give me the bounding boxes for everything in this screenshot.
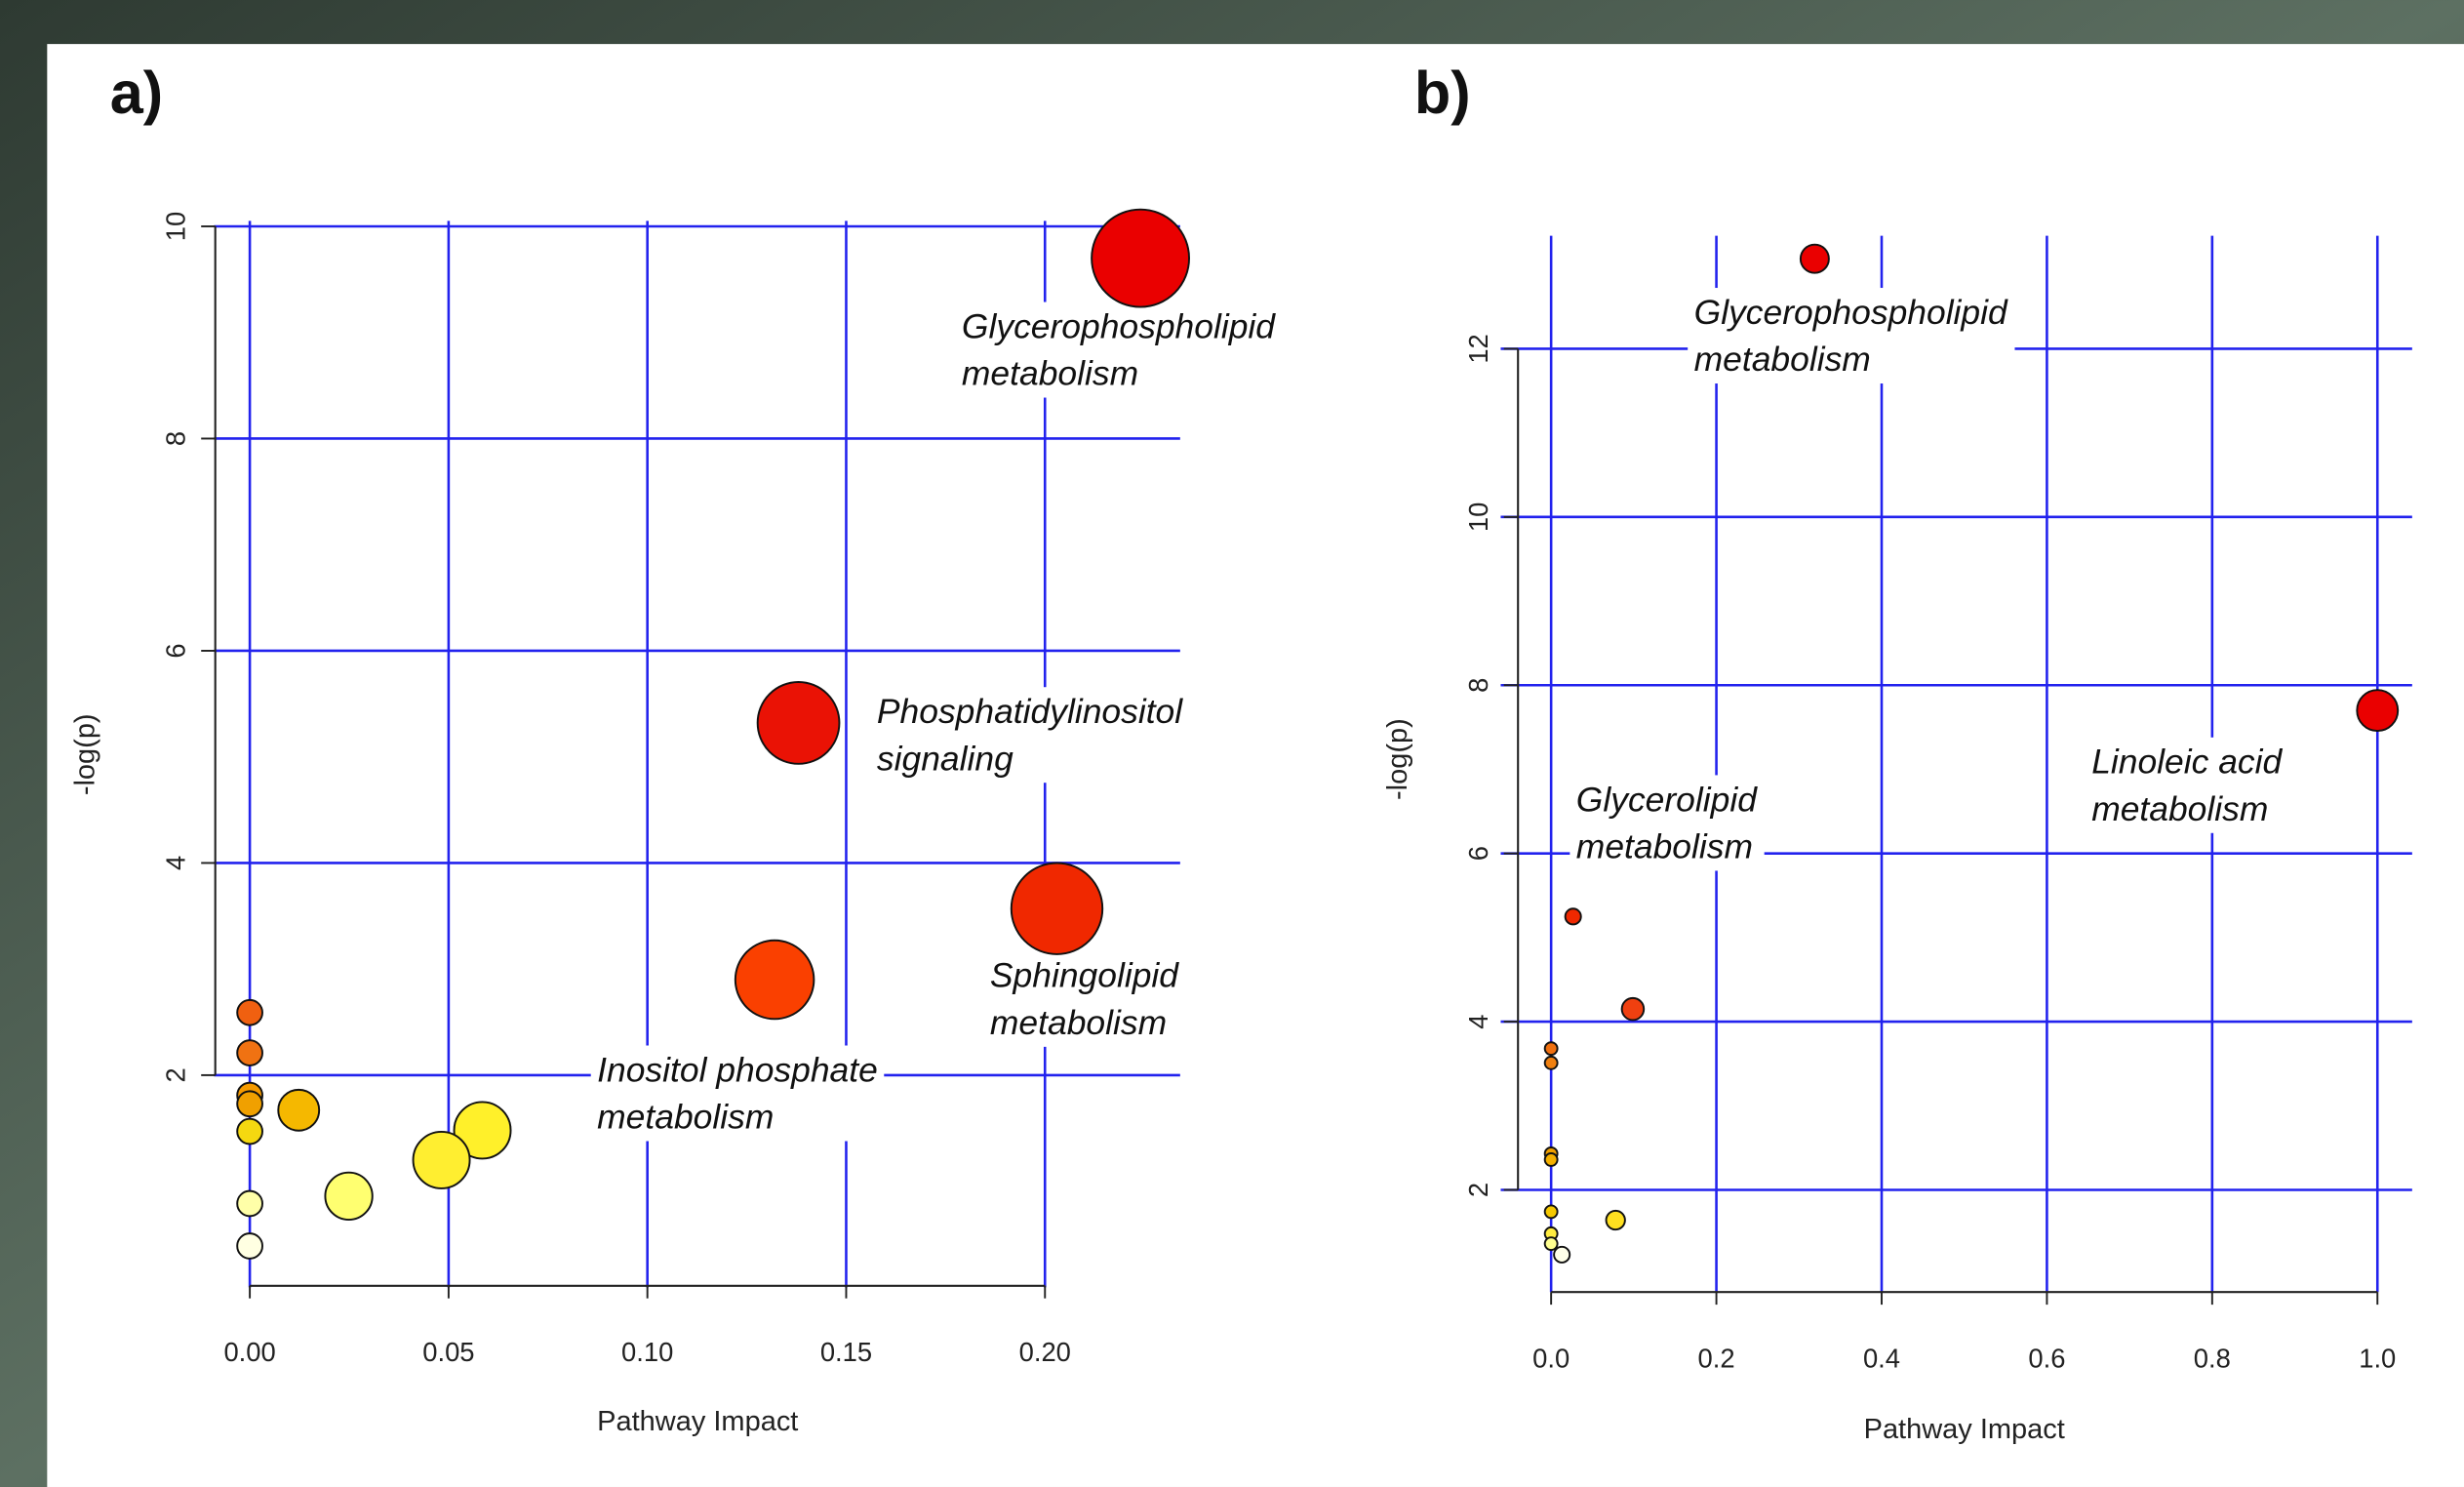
annotation: Phosphatidylinositol xyxy=(877,692,1183,731)
annotation: Linoleic acid xyxy=(2091,743,2283,782)
bubble xyxy=(734,939,815,1021)
y-tick-label: 8 xyxy=(1463,678,1493,693)
annotation: metabolism xyxy=(597,1098,774,1137)
annotation: Inositol phosphate xyxy=(597,1050,878,1089)
annotation-background xyxy=(2085,737,2289,833)
annotation: signaling xyxy=(877,739,1013,778)
x-tick-label: 0.20 xyxy=(1019,1337,1071,1367)
x-tick-label: 0.8 xyxy=(2194,1344,2231,1374)
y-tick-label: 10 xyxy=(160,212,190,241)
bubble xyxy=(756,681,841,765)
annotation: metabolism xyxy=(1694,340,1871,379)
y-tick-label: 2 xyxy=(1463,1183,1493,1197)
annotation-background xyxy=(1570,775,1765,871)
x-tick-label: 0.6 xyxy=(2028,1344,2065,1374)
y-tick-label: 2 xyxy=(160,1067,190,1082)
panel-background xyxy=(47,44,2464,1487)
bubble xyxy=(324,1171,374,1222)
x-tick-label: 0.2 xyxy=(1698,1344,1735,1374)
bubble xyxy=(1543,1041,1559,1057)
x-tick-label: 0.4 xyxy=(1863,1344,1900,1374)
bubble xyxy=(1620,996,1646,1022)
bubble xyxy=(236,1039,263,1066)
bubble xyxy=(236,1117,263,1145)
bubble xyxy=(1605,1209,1626,1231)
bubble xyxy=(2356,689,2400,733)
x-tick-label: 0.00 xyxy=(223,1337,275,1367)
y-tick-label: 12 xyxy=(1463,334,1493,363)
annotation: metabolism xyxy=(2091,789,2268,828)
panel-label: a) xyxy=(110,60,163,126)
bubble xyxy=(1564,907,1582,926)
x-tick-label: 0.0 xyxy=(1532,1344,1570,1374)
y-axis-title: -log(p) xyxy=(70,713,101,795)
plot: b) Pathway Impact -log(p) 0.0 0.2 0.4 0.6 0.8 1.… xyxy=(1382,60,2412,1445)
bubble xyxy=(236,998,263,1026)
bubble xyxy=(236,1090,263,1118)
annotation: metabolism xyxy=(962,354,1138,393)
annotation: Glycerolipid xyxy=(1576,780,1758,819)
bubble xyxy=(1799,243,1830,274)
y-tick-label: 4 xyxy=(1463,1014,1493,1028)
annotation: metabolism xyxy=(1576,827,1753,866)
y-tick-label: 6 xyxy=(160,643,190,658)
y-axis-title: -log(p) xyxy=(1382,718,1413,800)
x-tick-label: 0.05 xyxy=(422,1337,474,1367)
annotation: Glycerophospholipid xyxy=(1694,293,2008,332)
bubble xyxy=(1543,1204,1559,1220)
y-tick-label: 6 xyxy=(1463,846,1493,861)
x-axis-title: Pathway Impact xyxy=(597,1406,798,1437)
annotation: Sphingolipid xyxy=(990,956,1179,995)
panel-label: b) xyxy=(1414,60,1471,126)
annotation-background xyxy=(1688,288,2015,384)
annotation: Glycerophospholipid xyxy=(962,306,1276,345)
bubble xyxy=(1543,1055,1559,1070)
bubble xyxy=(412,1130,471,1189)
y-tick-label: 4 xyxy=(160,856,190,870)
bubble xyxy=(1543,1152,1559,1167)
bubble xyxy=(1091,208,1190,308)
bubble xyxy=(277,1088,321,1132)
annotation-background xyxy=(870,687,1190,784)
plot: a) Pathway Impact -log(p) 0.00 0.05 0.10 0.15 0… xyxy=(70,60,1283,1437)
bubble xyxy=(1543,1236,1559,1252)
bubble xyxy=(1010,862,1104,955)
bubble xyxy=(1553,1245,1571,1264)
y-tick-label: 8 xyxy=(160,431,190,446)
annotation-background xyxy=(590,1045,885,1142)
bubble xyxy=(236,1232,263,1260)
x-tick-label: 1.0 xyxy=(2359,1344,2396,1374)
bubble xyxy=(236,1189,263,1218)
annotation: metabolism xyxy=(990,1003,1167,1042)
annotation-background xyxy=(955,301,1283,398)
x-axis-title: Pathway Impact xyxy=(1864,1414,2065,1445)
bubble xyxy=(453,1101,512,1160)
x-tick-label: 0.15 xyxy=(820,1337,872,1367)
y-tick-label: 10 xyxy=(1463,502,1493,532)
annotation-background xyxy=(983,950,1186,1047)
x-tick-label: 0.10 xyxy=(621,1337,673,1367)
